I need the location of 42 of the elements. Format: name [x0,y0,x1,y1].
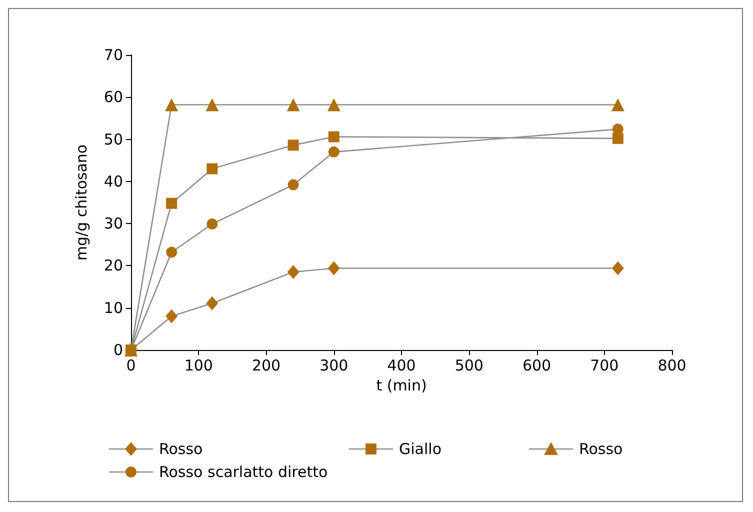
point [286,98,300,112]
x-tick-label: 100 [184,356,213,374]
point [327,98,340,112]
point [288,179,299,190]
legend-label: Rosso scarlatto diretto [159,463,328,481]
y-axis-title: mg/g chitosano [72,144,90,261]
x-tick-label: 500 [454,356,484,374]
y-tick-label: 70 [104,46,123,64]
point [288,140,299,151]
point [612,261,624,276]
y-tick-label: 0 [113,341,123,359]
point [206,218,218,230]
x-tick-label: 0 [126,356,136,374]
x-tick-label: 300 [320,356,348,374]
point [206,163,218,174]
point [166,198,178,209]
x-tick-label: 400 [387,356,416,374]
point [611,98,624,112]
point [166,309,178,324]
point [287,265,300,280]
legend-label: Giallo [399,440,442,458]
point [328,131,340,142]
legend-label: Rosso [579,440,623,458]
y-tick-label: 30 [104,214,123,233]
point [206,98,219,112]
y-tick-label: 50 [104,130,123,148]
y-tick-label: 10 [104,298,123,317]
point [166,246,178,258]
x-tick-label: 200 [252,356,281,374]
point [165,98,178,112]
point [328,146,340,158]
y-tick-label: 60 [104,88,123,106]
x-tick-label: 600 [522,356,552,374]
point [612,132,624,144]
point [206,296,218,310]
point [328,261,340,276]
y-tick-label: 20 [104,256,123,275]
legend-label: Rosso [159,440,203,458]
x-tick-label: 800 [658,356,686,374]
y-tick-label: 40 [104,172,123,190]
x-tick-label: 700 [590,356,619,374]
x-axis-title: t (min) [376,376,427,394]
